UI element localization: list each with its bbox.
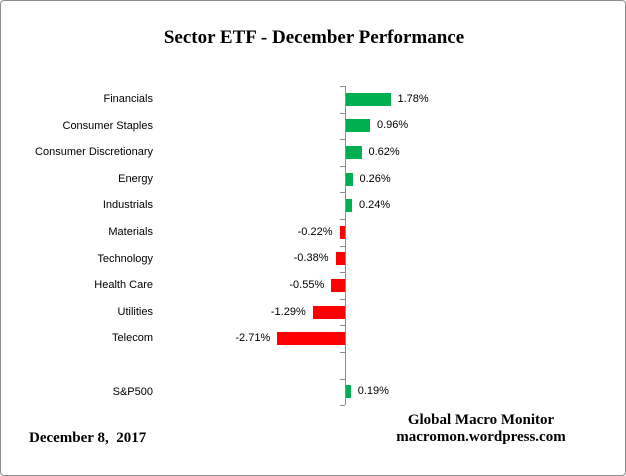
- category-label: Utilities: [117, 305, 153, 318]
- axis-tick: [340, 86, 345, 87]
- value-label: 0.96%: [377, 119, 409, 132]
- positive-bar: [346, 146, 362, 159]
- value-label: 1.78%: [397, 92, 429, 105]
- negative-bar: [339, 225, 345, 239]
- category-label: Telecom: [112, 332, 153, 345]
- positive-bar: [346, 172, 353, 186]
- positive-bar: [346, 199, 352, 213]
- value-label: -0.22%: [297, 225, 333, 238]
- category-label: Technology: [97, 252, 153, 265]
- value-label: -0.38%: [293, 252, 329, 265]
- negative-bar: [277, 332, 345, 346]
- source-name: Global Macro Monitor: [407, 412, 555, 428]
- positive-bar: [346, 385, 351, 399]
- negative-bar: [312, 305, 345, 319]
- axis-tick: [340, 405, 345, 407]
- chart-title: Sector ETF - December Performance: [163, 27, 465, 48]
- axis-tick: [340, 165, 345, 167]
- category-label: Health Care: [94, 279, 153, 292]
- category-label: Industrials: [102, 199, 153, 212]
- category-label: Financials: [103, 93, 153, 105]
- category-label: S&P500: [112, 385, 153, 398]
- value-label: 0.19%: [357, 385, 389, 398]
- zero-axis-line: [345, 86, 346, 406]
- category-label: Consumer Staples: [62, 119, 154, 132]
- source-url: macromon.wordpress.com: [396, 429, 566, 445]
- value-label: -0.55%: [289, 279, 325, 291]
- date-label: December 8, 2017: [29, 430, 147, 446]
- axis-tick: [340, 298, 345, 300]
- value-label: 0.62%: [368, 146, 400, 158]
- axis-tick: [340, 352, 345, 353]
- negative-bar: [331, 279, 345, 292]
- category-label: Energy: [118, 172, 153, 185]
- axis-tick: [340, 219, 345, 220]
- value-label: -2.71%: [235, 332, 271, 345]
- axis-tick: [340, 272, 345, 274]
- value-label: 0.24%: [359, 199, 391, 212]
- value-label: 0.26%: [359, 172, 391, 185]
- positive-bar: [346, 119, 370, 133]
- axis-tick: [340, 378, 345, 380]
- axis-tick: [340, 112, 345, 114]
- value-label: -1.29%: [270, 305, 306, 318]
- axis-tick: [340, 139, 345, 141]
- category-label: Materials: [108, 226, 153, 238]
- source-credit: Global Macro Monitor macromon.wordpress.…: [356, 412, 606, 446]
- positive-bar: [346, 92, 391, 106]
- axis-tick: [340, 325, 345, 327]
- negative-bar: [335, 252, 345, 266]
- axis-tick: [340, 245, 345, 247]
- axis-tick: [340, 192, 345, 194]
- category-label: Consumer Discretionary: [35, 146, 153, 159]
